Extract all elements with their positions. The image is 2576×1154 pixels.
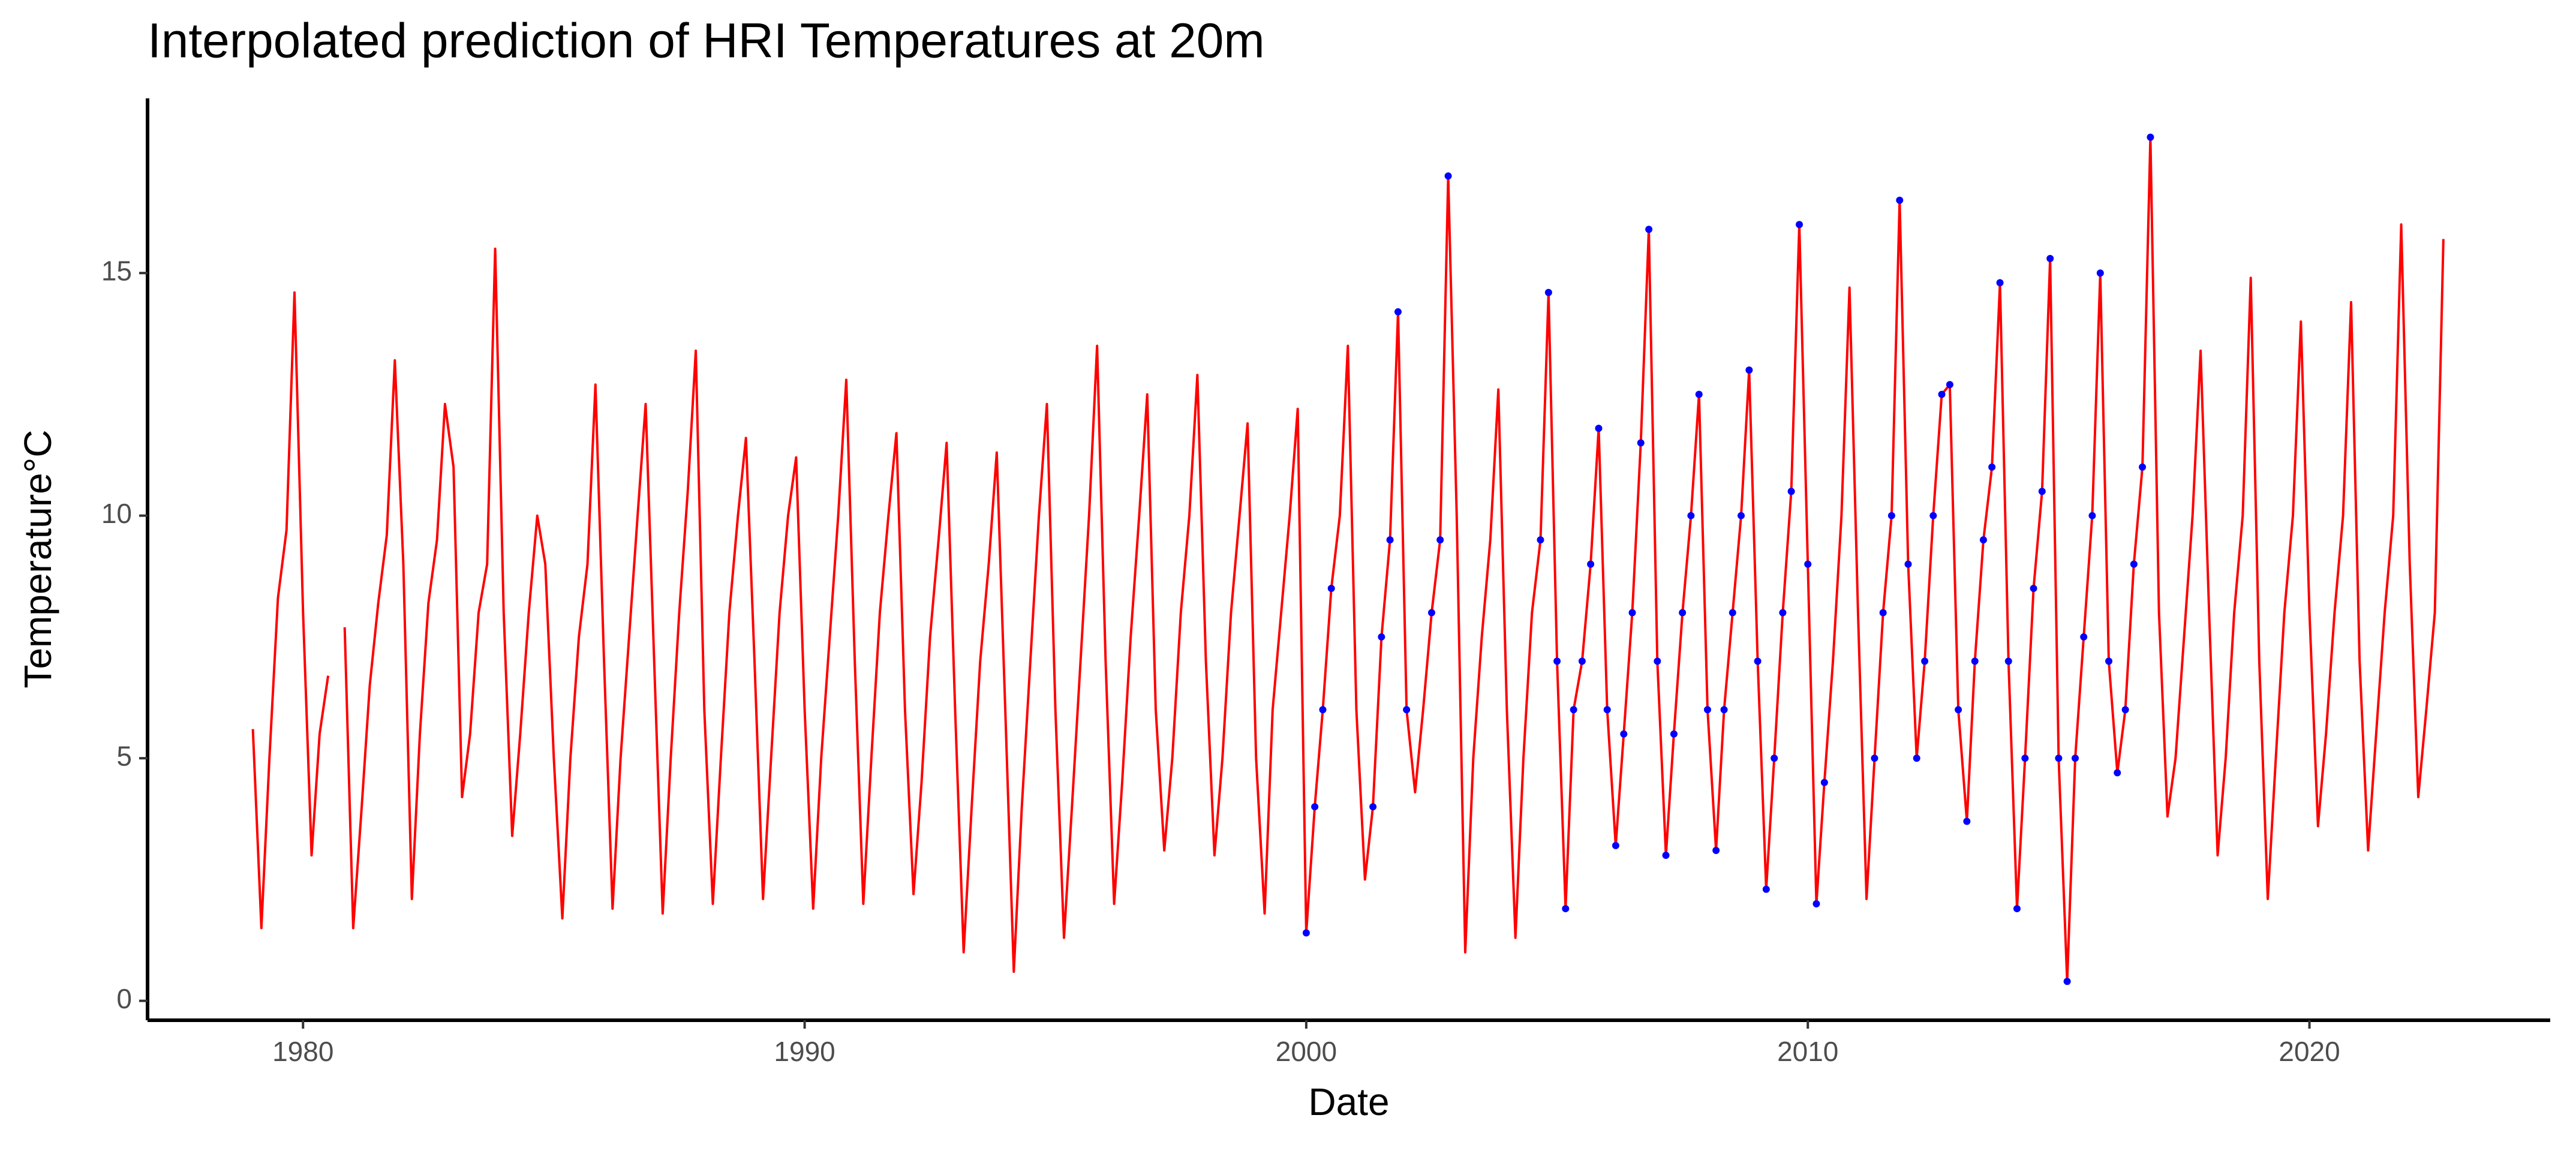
data-point <box>1963 818 1971 825</box>
data-point <box>1996 279 2004 287</box>
data-point <box>1738 512 1745 519</box>
data-point <box>1687 512 1695 519</box>
data-point <box>1544 288 1552 296</box>
data-point <box>1955 706 1962 714</box>
y-tick-label: 10 <box>101 498 132 529</box>
data-point <box>2071 755 2079 762</box>
data-point <box>1929 512 1937 519</box>
data-point <box>1537 536 1544 544</box>
data-point <box>1562 904 1570 912</box>
data-point <box>1896 196 1904 204</box>
data-point <box>1587 560 1595 568</box>
data-point <box>1720 706 1728 714</box>
data-point <box>1787 488 1795 495</box>
data-point <box>1754 657 1762 665</box>
data-point <box>1804 560 1812 568</box>
data-point <box>1679 609 1687 617</box>
data-point <box>2021 755 2029 762</box>
data-point <box>1946 381 1953 389</box>
data-point <box>1879 609 1887 617</box>
x-axis-title: Date <box>1308 1080 1389 1123</box>
data-point <box>1921 657 1929 665</box>
data-point <box>1637 439 1645 447</box>
data-point <box>1904 560 1912 568</box>
x-tick-label: 1990 <box>774 1036 835 1067</box>
data-point <box>2013 904 2021 912</box>
data-point <box>2130 560 2138 568</box>
data-point <box>1553 657 1561 665</box>
data-point <box>1913 755 1920 762</box>
y-tick-label: 0 <box>116 983 132 1014</box>
data-point <box>1729 609 1736 617</box>
data-point <box>2105 657 2113 665</box>
data-point <box>1311 803 1319 811</box>
chart-title: Interpolated prediction of HRI Temperatu… <box>148 14 1265 68</box>
data-point <box>1745 366 1753 374</box>
data-point <box>1369 803 1377 811</box>
data-point <box>1712 846 1720 854</box>
data-point <box>1595 425 1603 432</box>
x-tick-label: 2020 <box>2279 1036 2340 1067</box>
data-point <box>2114 769 2121 777</box>
data-point <box>1988 463 1996 471</box>
data-point <box>1427 609 1435 617</box>
data-point <box>1654 657 1661 665</box>
data-point <box>2063 978 2071 985</box>
data-point <box>1403 706 1411 714</box>
data-point <box>1662 851 1670 859</box>
x-tick-label: 2010 <box>1777 1036 1838 1067</box>
x-tick-label: 2000 <box>1276 1036 1337 1067</box>
data-point <box>1703 706 1711 714</box>
data-point <box>2121 706 2129 714</box>
data-point <box>2055 755 2063 762</box>
data-point <box>1887 512 1895 519</box>
data-line <box>251 136 2445 983</box>
data-point <box>1762 885 1770 893</box>
data-point <box>1628 609 1636 617</box>
data-point <box>1327 585 1335 593</box>
data-point <box>1938 390 1946 398</box>
data-point <box>1394 308 1402 315</box>
data-point <box>2088 512 2096 519</box>
data-point <box>1570 706 1577 714</box>
data-point <box>1771 755 1778 762</box>
data-point <box>1645 226 1653 233</box>
y-tick-label: 15 <box>101 255 132 286</box>
y-tick-label: 5 <box>116 740 132 771</box>
data-point <box>1578 657 1586 665</box>
data-point <box>1796 221 1803 229</box>
data-point <box>1871 755 1878 762</box>
data-point <box>2004 657 2012 665</box>
x-tick-label: 1980 <box>272 1036 333 1067</box>
data-point <box>1302 929 1310 937</box>
data-point <box>2139 463 2147 471</box>
data-point <box>1979 536 1987 544</box>
data-point <box>1779 609 1787 617</box>
data-point <box>1319 706 1327 714</box>
data-point <box>1670 730 1678 738</box>
data-point <box>1812 900 1820 907</box>
data-point <box>1620 730 1628 738</box>
data-point <box>1612 842 1619 849</box>
data-point <box>1971 657 1979 665</box>
data-point <box>2030 585 2037 593</box>
data-point <box>2080 633 2088 641</box>
data-point <box>1695 390 1703 398</box>
data-point <box>2147 133 2154 141</box>
y-axis-title: Temperature°C <box>16 429 59 688</box>
data-point <box>1820 779 1828 786</box>
data-point <box>2096 269 2104 277</box>
data-point <box>1436 536 1444 544</box>
data-point <box>2038 488 2046 495</box>
data-point <box>1386 536 1394 544</box>
data-point <box>2046 254 2054 262</box>
data-point <box>1378 633 1385 641</box>
data-point <box>1603 706 1611 714</box>
data-point <box>1444 172 1452 180</box>
